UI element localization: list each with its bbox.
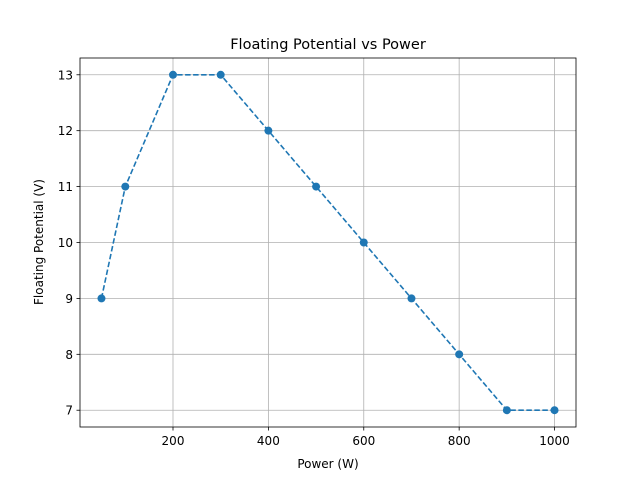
- x-tick-label: 800: [448, 434, 471, 448]
- plot-frame: [79, 57, 577, 428]
- data-point: [312, 182, 321, 191]
- data-series: [97, 70, 559, 415]
- y-tick-label: 10: [58, 236, 73, 250]
- y-tick-label: 7: [65, 404, 73, 418]
- data-point: [502, 406, 511, 415]
- y-axis-title: Floating Potential (V): [32, 179, 46, 305]
- x-axis-title: Power (W): [297, 457, 358, 471]
- y-tick-label: 9: [65, 292, 73, 306]
- x-tick-label: 600: [352, 434, 375, 448]
- axis-ticks: 200 400 600 800 1000 7 8 9 10 11 12 13: [58, 68, 570, 448]
- x-tick-label: 400: [257, 434, 280, 448]
- data-point: [550, 406, 559, 415]
- data-point: [264, 126, 273, 135]
- data-point: [121, 182, 130, 191]
- series-line: [100, 73, 555, 412]
- data-point: [359, 238, 368, 247]
- grid-lines: [80, 58, 576, 427]
- data-point: [97, 294, 106, 303]
- data-point: [455, 350, 464, 359]
- chart-title: Floating Potential vs Power: [230, 37, 426, 53]
- y-tick-label: 8: [65, 348, 73, 362]
- x-tick-label: 1000: [539, 434, 570, 448]
- data-point: [169, 70, 177, 79]
- data-point: [407, 294, 416, 303]
- y-tick-label: 11: [58, 180, 73, 194]
- x-tick-label: 200: [162, 434, 185, 448]
- y-tick-label: 12: [58, 124, 73, 138]
- data-point: [216, 70, 225, 79]
- y-tick-label: 13: [58, 68, 73, 82]
